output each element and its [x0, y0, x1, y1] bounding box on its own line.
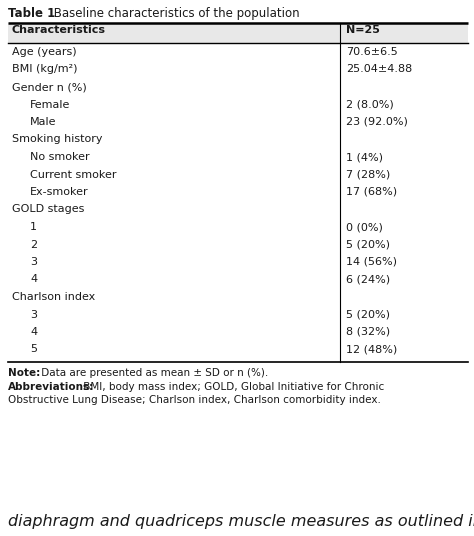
- Text: Current smoker: Current smoker: [30, 169, 117, 180]
- Text: Abbreviations:: Abbreviations:: [8, 382, 94, 392]
- Text: BMI (kg/m²): BMI (kg/m²): [12, 64, 78, 75]
- Text: Charlson index: Charlson index: [12, 292, 95, 302]
- Text: Characteristics: Characteristics: [12, 25, 106, 35]
- Text: 2 (8.0%): 2 (8.0%): [346, 100, 394, 109]
- Text: Male: Male: [30, 117, 56, 127]
- Text: 4: 4: [30, 274, 37, 285]
- Text: Smoking history: Smoking history: [12, 135, 102, 145]
- Text: 5 (20%): 5 (20%): [346, 240, 390, 249]
- Text: 17 (68%): 17 (68%): [346, 187, 397, 197]
- Text: diaphragm and quadriceps muscle measures as outlined in: diaphragm and quadriceps muscle measures…: [8, 514, 474, 529]
- Text: 14 (56%): 14 (56%): [346, 257, 397, 267]
- Text: N=25: N=25: [346, 25, 380, 35]
- Text: BMI, body mass index; GOLD, Global Initiative for Chronic: BMI, body mass index; GOLD, Global Initi…: [80, 382, 384, 392]
- Text: 3: 3: [30, 257, 37, 267]
- Text: 25.04±4.88: 25.04±4.88: [346, 64, 412, 75]
- Text: 70.6±6.5: 70.6±6.5: [346, 47, 398, 57]
- Text: 8 (32%): 8 (32%): [346, 327, 390, 337]
- Text: 1 (4%): 1 (4%): [346, 152, 383, 162]
- Text: Gender n (%): Gender n (%): [12, 82, 87, 92]
- Text: 3: 3: [30, 309, 37, 319]
- Text: No smoker: No smoker: [30, 152, 90, 162]
- Text: 7 (28%): 7 (28%): [346, 169, 390, 180]
- Text: Data are presented as mean ± SD or n (%).: Data are presented as mean ± SD or n (%)…: [38, 368, 268, 378]
- Text: Ex-smoker: Ex-smoker: [30, 187, 89, 197]
- Text: Note:: Note:: [8, 368, 40, 378]
- Text: 0 (0%): 0 (0%): [346, 222, 383, 232]
- Text: Table 1: Table 1: [8, 7, 55, 20]
- Text: 6 (24%): 6 (24%): [346, 274, 390, 285]
- Text: 4: 4: [30, 327, 37, 337]
- Text: Female: Female: [30, 100, 70, 109]
- Text: Baseline characteristics of the population: Baseline characteristics of the populati…: [50, 7, 300, 20]
- Text: GOLD stages: GOLD stages: [12, 205, 84, 214]
- Text: 5 (20%): 5 (20%): [346, 309, 390, 319]
- Text: 1: 1: [30, 222, 37, 232]
- Text: 5: 5: [30, 345, 37, 354]
- Text: Obstructive Lung Disease; Charlson index, Charlson comorbidity index.: Obstructive Lung Disease; Charlson index…: [8, 395, 381, 405]
- Text: 12 (48%): 12 (48%): [346, 345, 397, 354]
- Text: Age (years): Age (years): [12, 47, 77, 57]
- Text: 23 (92.0%): 23 (92.0%): [346, 117, 408, 127]
- Bar: [8, 23, 468, 43]
- Text: 2: 2: [30, 240, 37, 249]
